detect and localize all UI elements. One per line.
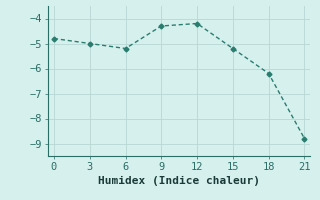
X-axis label: Humidex (Indice chaleur): Humidex (Indice chaleur) — [98, 176, 260, 186]
